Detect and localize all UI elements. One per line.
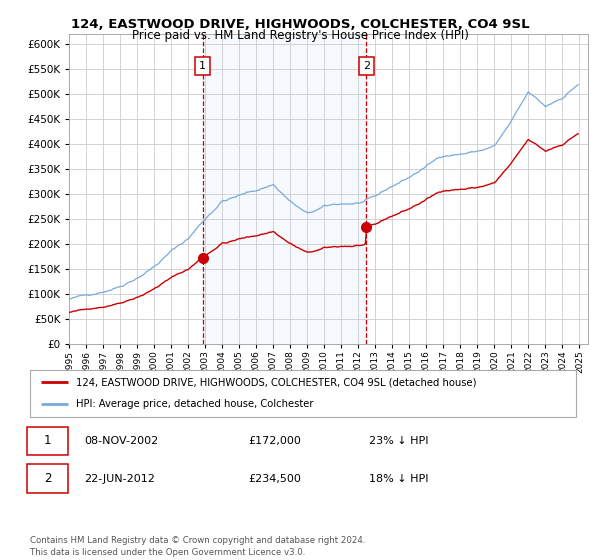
Text: 18% ↓ HPI: 18% ↓ HPI bbox=[368, 474, 428, 483]
FancyBboxPatch shape bbox=[30, 370, 576, 417]
Text: 08-NOV-2002: 08-NOV-2002 bbox=[85, 436, 159, 446]
Text: Contains HM Land Registry data © Crown copyright and database right 2024.
This d: Contains HM Land Registry data © Crown c… bbox=[30, 536, 365, 557]
Text: 2: 2 bbox=[44, 472, 51, 485]
Text: 1: 1 bbox=[44, 435, 51, 447]
Text: HPI: Average price, detached house, Colchester: HPI: Average price, detached house, Colc… bbox=[76, 399, 314, 409]
Text: £172,000: £172,000 bbox=[248, 436, 301, 446]
Text: £234,500: £234,500 bbox=[248, 474, 301, 483]
Text: 124, EASTWOOD DRIVE, HIGHWOODS, COLCHESTER, CO4 9SL: 124, EASTWOOD DRIVE, HIGHWOODS, COLCHEST… bbox=[71, 18, 529, 31]
Bar bbox=[203, 34, 366, 344]
Text: 23% ↓ HPI: 23% ↓ HPI bbox=[368, 436, 428, 446]
Text: 1: 1 bbox=[199, 61, 206, 71]
Text: 2: 2 bbox=[363, 61, 370, 71]
Text: 22-JUN-2012: 22-JUN-2012 bbox=[85, 474, 155, 483]
Text: 124, EASTWOOD DRIVE, HIGHWOODS, COLCHESTER, CO4 9SL (detached house): 124, EASTWOOD DRIVE, HIGHWOODS, COLCHEST… bbox=[76, 377, 477, 388]
FancyBboxPatch shape bbox=[27, 464, 68, 493]
Text: Price paid vs. HM Land Registry's House Price Index (HPI): Price paid vs. HM Land Registry's House … bbox=[131, 29, 469, 42]
FancyBboxPatch shape bbox=[27, 427, 68, 455]
